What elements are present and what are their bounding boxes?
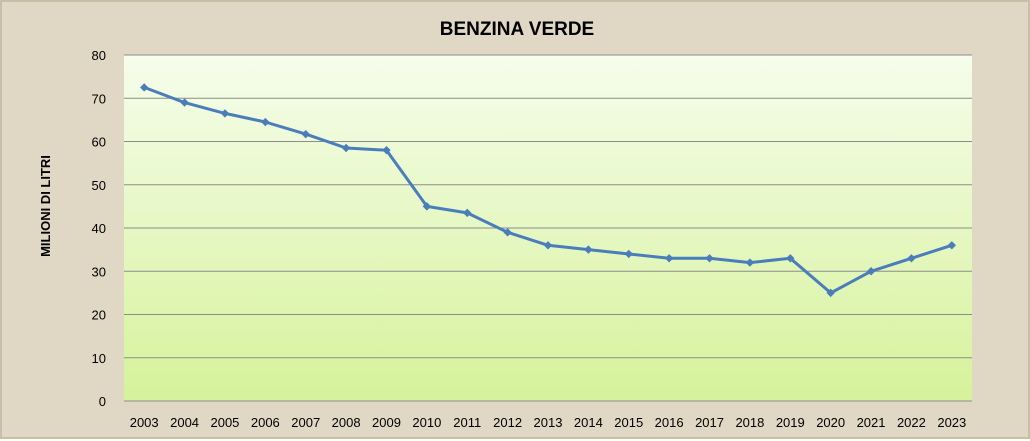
data-point-2005 [220, 109, 230, 118]
chart-title: BENZINA VERDE [440, 19, 594, 40]
x-tick-label: 2003 [130, 415, 159, 430]
data-point-2003 [139, 83, 149, 92]
y-tick-label: 30 [92, 264, 106, 279]
data-point-2008 [341, 143, 351, 153]
gridlines [124, 54, 972, 402]
y-tick-label: 80 [92, 48, 106, 63]
x-tick-label: 2016 [655, 415, 684, 430]
data-point-2011 [463, 208, 472, 218]
data-point-2019 [786, 254, 795, 263]
x-tick-label: 2012 [493, 415, 522, 430]
data-point-2018 [745, 258, 755, 267]
x-tick-label: 2021 [857, 415, 886, 430]
data-point-2007 [301, 129, 310, 139]
y-tick-label: 40 [92, 221, 106, 236]
data-point-2012 [503, 228, 512, 237]
data-point-2009 [382, 145, 391, 155]
data-point-2010 [422, 202, 432, 211]
x-tick-label: 2013 [534, 415, 563, 430]
x-tick-label: 2018 [735, 415, 764, 430]
x-tick-label: 2009 [372, 415, 401, 430]
y-tick-label: 20 [92, 308, 106, 323]
y-axis-ticks: 0 10 20 30 40 50 60 70 80 [92, 48, 106, 409]
x-tick-label: 2022 [897, 415, 926, 430]
data-point-2021 [866, 267, 876, 276]
x-axis-ticks: 2003 2004 2005 2006 2007 2008 2009 2010 2011 2012… [130, 415, 967, 430]
y-tick-label: 70 [92, 91, 106, 106]
data-point-2013 [543, 241, 553, 250]
y-tick-label: 50 [92, 178, 106, 193]
x-tick-label: 2023 [937, 415, 966, 430]
x-tick-label: 2014 [574, 415, 603, 430]
y-tick-label: 10 [92, 351, 106, 366]
x-tick-label: 2007 [291, 415, 320, 430]
y-axis-label: MILIONI DI LITRI [38, 155, 53, 257]
x-tick-label: 2008 [332, 415, 361, 430]
data-point-2006 [261, 117, 270, 127]
data-point-2015 [624, 249, 633, 259]
x-tick-label: 2015 [614, 415, 643, 430]
series-layer [139, 83, 957, 298]
y-tick-label: 0 [99, 394, 106, 409]
x-tick-label: 2019 [776, 415, 805, 430]
y-tick-label: 60 [92, 135, 106, 150]
data-point-2004 [180, 98, 189, 107]
x-tick-label: 2020 [816, 415, 845, 430]
x-tick-label: 2005 [210, 415, 239, 430]
data-point-2017 [705, 254, 714, 263]
data-point-2022 [907, 254, 916, 263]
x-tick-label: 2017 [695, 415, 724, 430]
x-tick-label: 2006 [251, 415, 280, 430]
x-tick-label: 2004 [170, 415, 199, 430]
x-tick-label: 2011 [453, 415, 481, 430]
data-point-2014 [584, 245, 593, 254]
data-point-2023 [947, 241, 957, 250]
x-tick-label: 2010 [412, 415, 441, 430]
data-point-2020 [826, 288, 835, 298]
